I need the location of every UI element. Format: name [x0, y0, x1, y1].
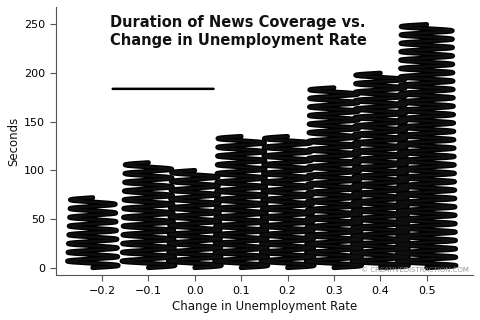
- Text: Duration of News Coverage vs.
Change in Unemployment Rate: Duration of News Coverage vs. Change in …: [110, 15, 367, 48]
- Y-axis label: Seconds: Seconds: [7, 116, 20, 166]
- X-axis label: Change in Unemployment Rate: Change in Unemployment Rate: [172, 300, 357, 313]
- Text: © CREATIVEDISTRACTION.COM: © CREATIVEDISTRACTION.COM: [361, 267, 469, 273]
